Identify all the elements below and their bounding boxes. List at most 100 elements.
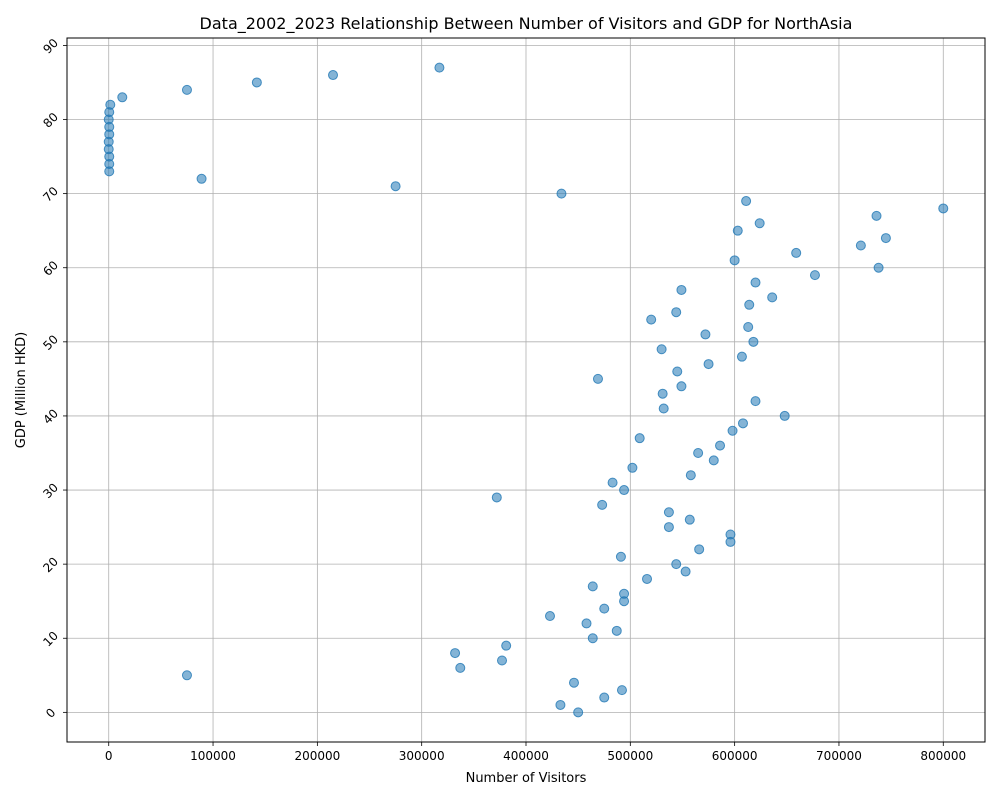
data-point xyxy=(181,84,192,95)
y-tick-label: 70 xyxy=(40,184,61,205)
data-point xyxy=(501,640,512,651)
data-point xyxy=(390,181,401,192)
y-tick-label: 50 xyxy=(40,332,61,353)
y-tick-label: 40 xyxy=(40,406,61,427)
data-point xyxy=(587,581,598,592)
data-point xyxy=(657,388,668,399)
data-point xyxy=(573,707,584,718)
data-point xyxy=(117,92,128,103)
data-point xyxy=(251,77,262,88)
chart-title: Data_2002_2023 Relationship Between Numb… xyxy=(200,14,853,34)
x-tick-label: 100000 xyxy=(190,749,236,763)
data-point xyxy=(871,210,882,221)
x-axis-label: Number of Visitors xyxy=(466,771,587,786)
data-point xyxy=(694,544,705,555)
data-point xyxy=(693,447,704,458)
data-point xyxy=(646,314,657,325)
data-point xyxy=(672,366,683,377)
data-point xyxy=(700,329,711,340)
data-point xyxy=(743,322,754,333)
data-point xyxy=(715,440,726,451)
data-point xyxy=(855,240,866,251)
y-tick-label: 30 xyxy=(40,480,61,501)
data-point xyxy=(544,611,555,622)
data-point xyxy=(680,566,691,577)
data-point xyxy=(736,351,747,362)
data-point xyxy=(555,699,566,710)
x-tick-label: 300000 xyxy=(399,749,445,763)
data-point xyxy=(634,433,645,444)
data-point xyxy=(779,410,790,421)
data-point xyxy=(703,359,714,370)
data-point xyxy=(627,462,638,473)
data-point xyxy=(616,685,627,696)
y-tick-label: 20 xyxy=(40,555,61,576)
x-tick-label: 500000 xyxy=(607,749,653,763)
x-tick-label: 600000 xyxy=(712,749,758,763)
data-point xyxy=(619,485,630,496)
data-point xyxy=(599,692,610,703)
data-point xyxy=(642,573,653,584)
x-tick-label: 400000 xyxy=(503,749,549,763)
data-point xyxy=(581,618,592,629)
data-point xyxy=(105,99,116,110)
y-tick-label: 0 xyxy=(43,705,58,720)
data-point xyxy=(880,233,891,244)
x-tick-label: 0 xyxy=(105,749,113,763)
data-point xyxy=(750,396,761,407)
x-tick-label: 700000 xyxy=(816,749,862,763)
data-point xyxy=(671,307,682,318)
y-axis-label: GDP (Million HKD) xyxy=(14,332,29,449)
y-tick-label: 90 xyxy=(40,36,61,57)
data-point xyxy=(737,418,748,429)
data-point xyxy=(592,373,603,384)
data-point xyxy=(744,299,755,310)
data-point xyxy=(938,203,949,214)
data-point xyxy=(671,559,682,570)
y-tick-label: 60 xyxy=(40,258,61,279)
data-point xyxy=(748,336,759,347)
data-point xyxy=(873,262,884,273)
data-point xyxy=(676,284,687,295)
data-point xyxy=(491,492,502,503)
grid xyxy=(67,38,985,742)
data-point xyxy=(729,255,740,266)
data-point xyxy=(434,62,445,73)
data-point xyxy=(663,507,674,518)
x-tick-label: 200000 xyxy=(294,749,340,763)
data-point xyxy=(767,292,778,303)
data-point xyxy=(611,625,622,636)
data-point xyxy=(599,603,610,614)
data-point xyxy=(725,529,736,540)
data-point xyxy=(455,662,466,673)
data-point xyxy=(328,70,339,81)
data-point xyxy=(196,173,207,184)
data-point xyxy=(587,633,598,644)
x-tick-label: 800000 xyxy=(920,749,966,763)
data-point xyxy=(656,344,667,355)
data-point xyxy=(607,477,618,488)
data-point xyxy=(497,655,508,666)
y-tick-label: 10 xyxy=(40,629,61,650)
y-tick-label: 80 xyxy=(40,110,61,131)
data-point xyxy=(658,403,669,414)
data-point xyxy=(741,196,752,207)
data-point xyxy=(791,247,802,258)
data-point xyxy=(754,218,765,229)
data-point xyxy=(181,670,192,681)
data-point xyxy=(708,455,719,466)
data-point xyxy=(597,499,608,510)
data-point xyxy=(615,551,626,562)
data-point xyxy=(684,514,695,525)
data-point xyxy=(556,188,567,199)
data-point xyxy=(450,648,461,659)
data-point xyxy=(663,522,674,533)
data-point xyxy=(568,677,579,688)
data-point xyxy=(676,381,687,392)
data-point xyxy=(732,225,743,236)
data-point xyxy=(619,588,630,599)
data-point xyxy=(750,277,761,288)
x-axis: 0 100000 200000 300000 400000 500000 600000 700… xyxy=(105,742,966,763)
